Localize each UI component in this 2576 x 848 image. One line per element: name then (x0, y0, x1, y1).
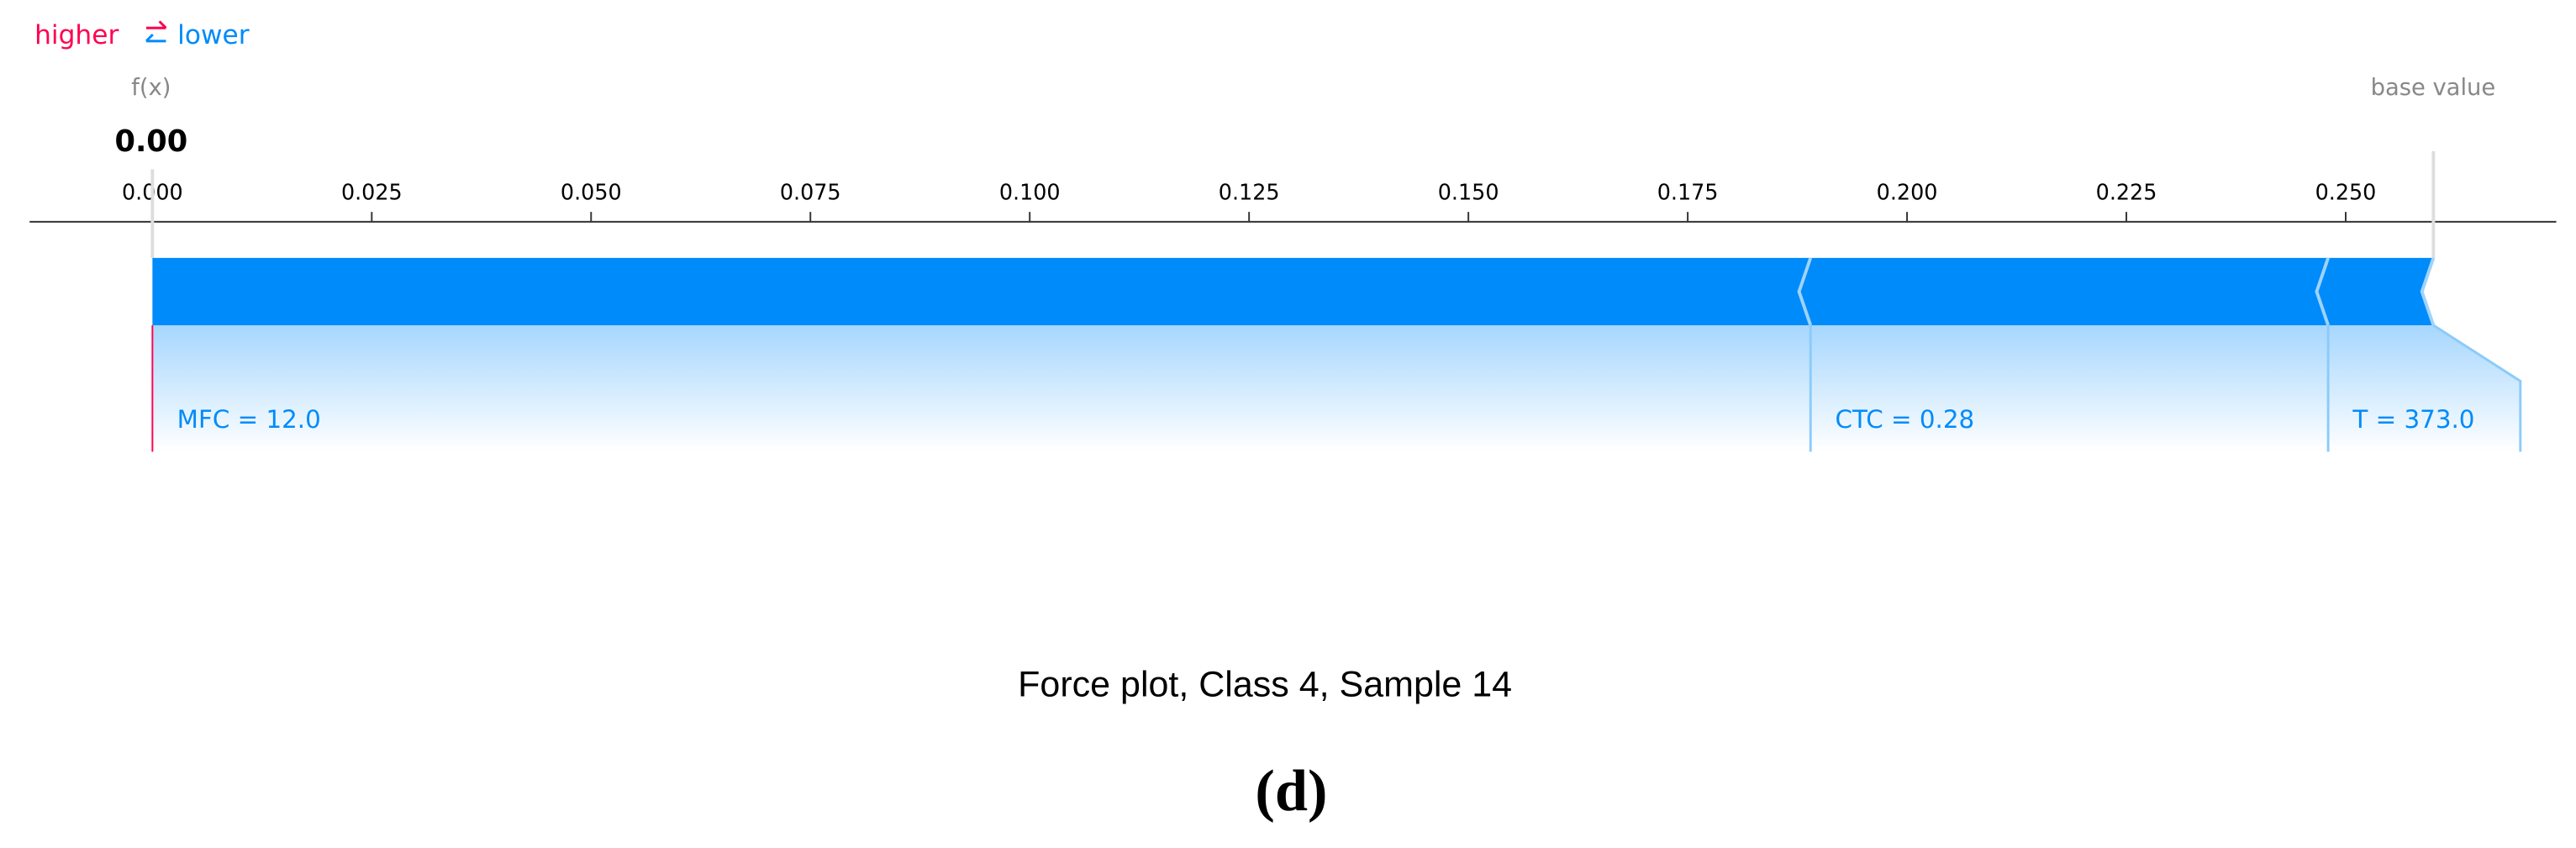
force-segment (152, 257, 1811, 326)
x-tick-label: 0.225 (2096, 180, 2157, 205)
x-tick-label: 0.100 (999, 180, 1061, 205)
segment-separator (2315, 257, 2330, 326)
label-fade (152, 325, 1811, 452)
legend-lower: lower (177, 20, 250, 50)
base-chevron (2420, 257, 2436, 326)
x-tick-label: 0.175 (1657, 180, 1719, 205)
feature-label: MFC = 12.0 (177, 405, 321, 434)
x-tick-label: 0.125 (1219, 180, 1280, 205)
x-tick-label: 0.025 (341, 180, 403, 205)
label-fade (2328, 325, 2521, 452)
x-tick-label: 0.050 (561, 180, 622, 205)
feature-label: T = 373.0 (2352, 405, 2474, 434)
feature-label: CTC = 0.28 (1836, 405, 1975, 434)
x-tick-label: 0.150 (1438, 180, 1499, 205)
force-segment (2316, 257, 2434, 326)
label-fade (1810, 325, 2329, 452)
caption: Force plot, Class 4, Sample 14 (1018, 664, 1512, 704)
x-tick-label: 0.075 (780, 180, 841, 205)
legend-higher: higher (34, 20, 119, 50)
x-tick-label: 0.200 (1877, 180, 1938, 205)
segment-separator (1797, 257, 1813, 326)
x-tick-label: 0.250 (2315, 180, 2377, 205)
legend-arrows (145, 20, 167, 43)
output-value: 0.00 (114, 124, 187, 159)
force-segment (1799, 257, 2329, 326)
panel-label: (d) (1255, 758, 1327, 824)
base-label: base value (2371, 75, 2496, 101)
label-line (2432, 324, 2522, 452)
output-label: f(x) (131, 75, 171, 101)
